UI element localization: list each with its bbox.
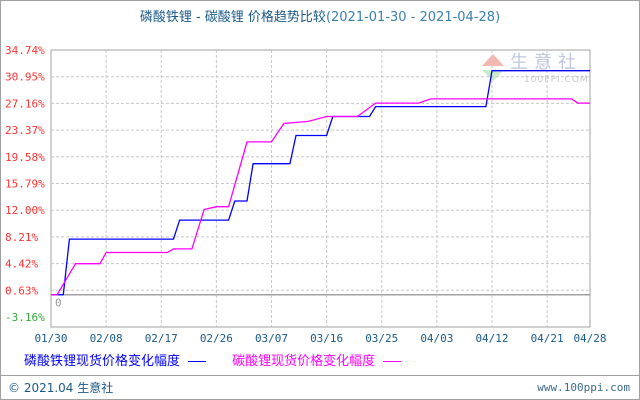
legend: 磷酸铁锂现货价格变化幅度 碳酸锂现货价格变化幅度: [24, 350, 423, 369]
legend-item-series2: 碳酸锂现货价格变化幅度: [232, 350, 402, 369]
x-tick-label: 03/25: [365, 332, 398, 345]
zero-label: 0: [55, 297, 62, 310]
y-tick-label: 27.16%: [5, 97, 45, 110]
y-tick-label: 34.74%: [5, 44, 45, 57]
site-link[interactable]: www.100ppi.com: [537, 381, 630, 394]
logo-icon: [482, 54, 504, 66]
x-tick-label: 01/30: [34, 332, 67, 345]
y-tick-label: 8.21%: [5, 231, 38, 244]
y-tick-label: -3.16%: [5, 311, 45, 324]
y-tick-label: 23.37%: [5, 124, 45, 137]
legend-label: 磷酸铁锂现货价格变化幅度: [24, 354, 181, 369]
y-tick-label: 12.00%: [5, 204, 45, 217]
y-tick-label: 0.63%: [5, 284, 38, 297]
watermark: 生意社 100PPI.COM: [482, 52, 589, 86]
title-main: 磷酸铁锂 - 碳酸锂 价格趋势比较: [139, 10, 326, 25]
plot-area: [50, 49, 591, 328]
legend-item-series1: 磷酸铁锂现货价格变化幅度: [24, 350, 207, 369]
x-tick-label: 04/03: [420, 332, 453, 345]
series-line-1: [51, 70, 590, 296]
footer-divider: [0, 375, 640, 376]
copyright: © 2021.04 生意社: [8, 381, 114, 395]
series-line-2: [51, 98, 590, 296]
chart-title: 磷酸铁锂 - 碳酸锂 价格趋势比较(2021-01-30 - 2021-04-2…: [0, 6, 640, 25]
x-tick-label: 02/17: [145, 332, 178, 345]
watermark-url: 100PPI.COM: [524, 75, 589, 85]
x-tick-label: 02/08: [90, 332, 123, 345]
title-range: (2021-01-30 - 2021-04-28): [325, 10, 501, 25]
watermark-name: 生意社: [510, 52, 582, 73]
legend-label: 碳酸锂现货价格变化幅度: [232, 354, 376, 369]
x-tick-label: 02/26: [200, 332, 233, 345]
x-tick-label: 03/16: [310, 332, 343, 345]
x-tick-label: 04/28: [573, 332, 606, 345]
y-tick-label: 15.79%: [5, 178, 45, 191]
x-tick-label: 04/12: [475, 332, 508, 345]
x-tick-label: 03/07: [255, 332, 288, 345]
y-tick-label: 4.42%: [5, 258, 38, 271]
y-tick-label: 30.95%: [5, 71, 45, 84]
x-tick-label: 04/21: [531, 332, 564, 345]
logo-icon-lower: [482, 70, 504, 81]
legend-swatch: [188, 361, 207, 362]
y-tick-label: 19.58%: [5, 151, 45, 164]
legend-swatch: [383, 361, 402, 362]
